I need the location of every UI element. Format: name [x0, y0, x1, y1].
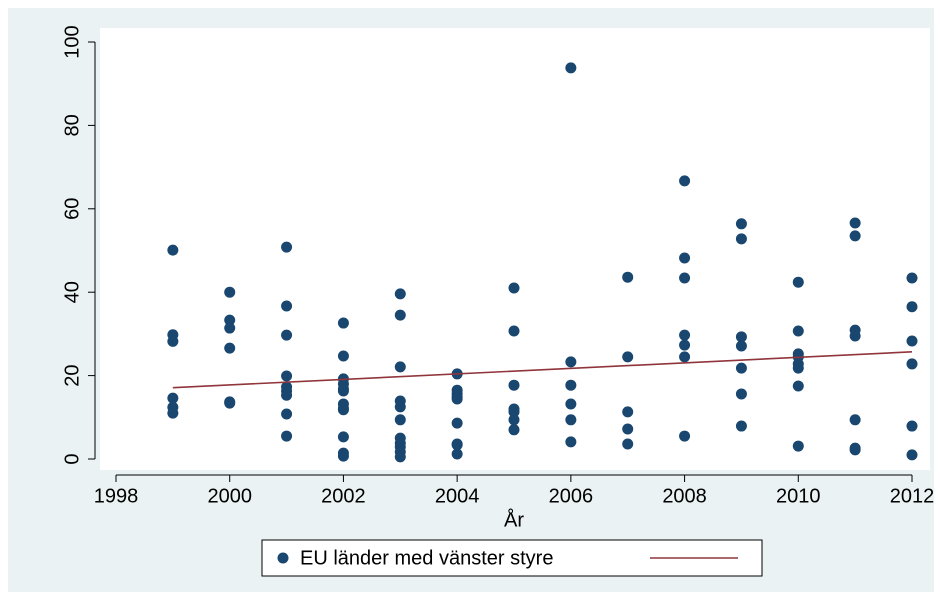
data-point: [508, 414, 520, 426]
data-point: [679, 329, 691, 341]
y-tick-label: 100: [61, 25, 83, 58]
x-tick-label: 1998: [94, 485, 139, 507]
data-point: [679, 272, 691, 284]
legend-label: EU länder med vänster styre: [300, 547, 553, 569]
data-point: [167, 244, 179, 256]
data-point: [849, 330, 861, 342]
data-point: [622, 406, 634, 418]
data-point: [337, 450, 349, 462]
data-point: [565, 398, 577, 410]
data-point: [281, 408, 293, 420]
y-tick-label: 0: [61, 453, 83, 464]
data-point: [224, 397, 236, 409]
data-point: [281, 370, 293, 382]
data-point: [679, 339, 691, 351]
data-point: [622, 438, 634, 450]
data-point: [394, 288, 406, 300]
y-tick-label: 40: [61, 281, 83, 303]
data-point: [679, 175, 691, 187]
data-point: [792, 440, 804, 452]
data-point: [735, 233, 747, 245]
data-point: [451, 448, 463, 460]
data-point: [565, 436, 577, 448]
data-point: [224, 342, 236, 354]
x-tick-label: 2006: [549, 485, 594, 507]
data-point: [337, 404, 349, 416]
legend-marker: [277, 552, 289, 564]
data-point: [792, 325, 804, 337]
data-point: [281, 329, 293, 341]
x-tick-label: 2004: [435, 485, 480, 507]
data-point: [906, 335, 918, 347]
data-point: [792, 362, 804, 374]
data-point: [224, 286, 236, 298]
data-point: [906, 272, 918, 284]
x-axis-label: År: [504, 508, 524, 531]
data-point: [622, 351, 634, 363]
data-point: [281, 300, 293, 312]
data-point: [451, 417, 463, 429]
x-tick-label: 2010: [776, 485, 821, 507]
data-point: [451, 393, 463, 405]
data-point: [394, 361, 406, 373]
data-point: [508, 282, 520, 294]
data-point: [679, 351, 691, 363]
data-point: [565, 414, 577, 426]
data-point: [394, 451, 406, 463]
data-point: [508, 424, 520, 436]
data-point: [906, 449, 918, 461]
data-point: [735, 340, 747, 352]
data-point: [224, 314, 236, 326]
data-point: [735, 362, 747, 374]
x-tick-label: 2012: [890, 485, 935, 507]
data-point: [508, 379, 520, 391]
data-point: [735, 420, 747, 432]
data-point: [394, 401, 406, 413]
data-point: [451, 439, 463, 451]
data-point: [622, 423, 634, 435]
data-point: [792, 380, 804, 392]
data-point: [337, 350, 349, 362]
data-point: [622, 271, 634, 283]
y-tick-label: 60: [61, 198, 83, 220]
data-point: [394, 309, 406, 321]
data-point: [337, 431, 349, 443]
y-tick-label: 80: [61, 114, 83, 136]
x-tick-label: 2002: [321, 485, 366, 507]
data-point: [565, 356, 577, 368]
data-point: [849, 444, 861, 456]
data-point: [508, 406, 520, 418]
data-point: [394, 414, 406, 426]
data-point: [167, 407, 179, 419]
data-point: [792, 276, 804, 288]
plot-area: [100, 28, 930, 470]
data-point: [565, 62, 577, 74]
data-point: [167, 335, 179, 347]
data-point: [735, 218, 747, 230]
data-point: [906, 358, 918, 370]
y-tick-label: 20: [61, 364, 83, 386]
data-point: [849, 230, 861, 242]
data-point: [565, 379, 577, 391]
data-point: [735, 331, 747, 343]
data-point: [281, 241, 293, 253]
data-point: [679, 430, 691, 442]
data-point: [337, 385, 349, 397]
data-point: [281, 430, 293, 442]
data-point: [281, 389, 293, 401]
data-point: [849, 217, 861, 229]
data-point: [167, 392, 179, 404]
data-point: [224, 322, 236, 334]
data-point: [906, 420, 918, 432]
data-point: [735, 388, 747, 400]
x-tick-label: 2008: [662, 485, 707, 507]
fit-line: [172, 351, 913, 389]
data-point: [849, 414, 861, 426]
data-point: [337, 317, 349, 329]
data-point: [679, 252, 691, 264]
data-point: [508, 325, 520, 337]
x-tick-label: 2000: [207, 485, 252, 507]
data-point: [906, 301, 918, 313]
